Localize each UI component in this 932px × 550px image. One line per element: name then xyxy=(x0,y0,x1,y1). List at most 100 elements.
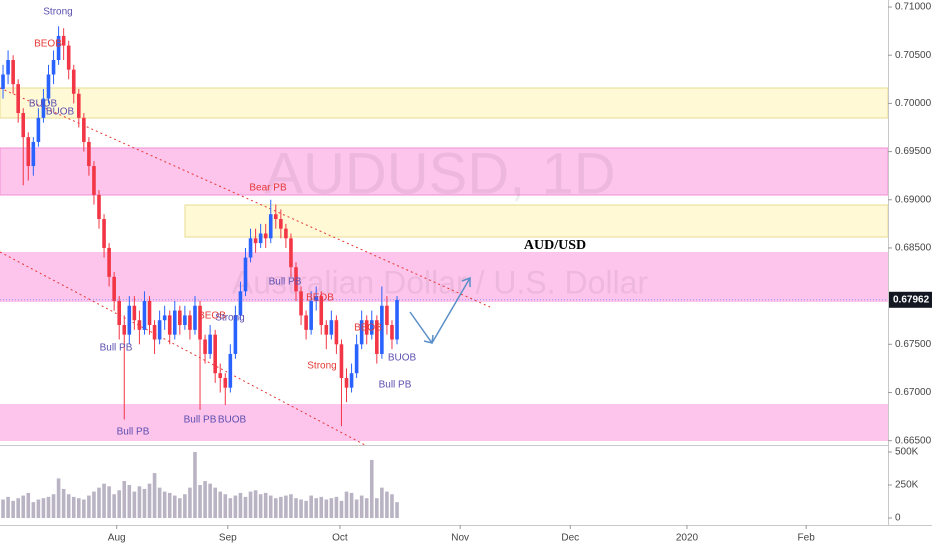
volume-tick-label: 0 xyxy=(895,513,901,524)
candle-body xyxy=(41,98,46,118)
x-tick-label: Feb xyxy=(798,533,816,544)
x-tick-label: Nov xyxy=(451,533,469,544)
candle-body xyxy=(112,276,116,301)
volume-bar xyxy=(279,496,283,518)
volume-bar xyxy=(324,499,329,518)
volume-bar xyxy=(329,498,334,518)
annotation: BUOB xyxy=(218,415,247,426)
candle-body xyxy=(107,247,111,277)
candle-body xyxy=(188,315,192,330)
candle-body xyxy=(294,267,298,292)
volume-bar xyxy=(132,491,137,518)
volume-bar xyxy=(11,500,15,518)
x-tick-label: Sep xyxy=(219,533,237,544)
annotation: Strong xyxy=(215,313,244,324)
annotation: Strong xyxy=(307,361,336,372)
volume-bar xyxy=(334,496,339,518)
candle-body xyxy=(1,74,5,89)
candle-body xyxy=(218,373,223,379)
volume-bar xyxy=(26,492,31,518)
volume-bar xyxy=(87,495,91,518)
volume-bar xyxy=(162,491,167,518)
volume-bar xyxy=(248,491,253,518)
volume-bar xyxy=(142,488,147,518)
candle-body xyxy=(167,315,172,335)
volume-bar xyxy=(238,492,243,518)
candle-body xyxy=(284,228,288,239)
candle-body xyxy=(198,305,202,340)
candle-body xyxy=(238,291,243,316)
candle-body xyxy=(26,137,31,167)
x-tick-label: Aug xyxy=(108,533,126,544)
volume-bar xyxy=(349,492,354,518)
candle-body xyxy=(364,320,369,335)
volume-bar xyxy=(258,494,263,518)
volume-bar xyxy=(71,496,76,518)
candle-body xyxy=(76,93,81,118)
annotation: BEOB xyxy=(354,323,382,334)
zone xyxy=(0,404,888,441)
forecast-arrow xyxy=(409,276,471,345)
candle-body xyxy=(233,315,238,354)
candle-body xyxy=(51,60,56,75)
candle-body xyxy=(223,378,228,388)
candle-body xyxy=(31,141,36,167)
volume-bar xyxy=(51,494,56,518)
volume-bar xyxy=(6,496,10,518)
candle-body xyxy=(21,113,26,138)
volume-bar xyxy=(284,495,288,518)
volume-bar xyxy=(112,494,116,518)
candle-body xyxy=(354,344,359,374)
volume-bar xyxy=(127,484,132,518)
volume-bar xyxy=(233,495,238,518)
volume-bar xyxy=(319,496,324,518)
volume-bar xyxy=(137,486,142,518)
candle-body xyxy=(203,339,207,354)
annotations: Strong BEOB BUOB BUOB Bear PB Bull PB BE… xyxy=(29,7,417,438)
candle-body xyxy=(61,35,66,46)
candle-body xyxy=(172,310,177,335)
candle-body xyxy=(152,325,157,340)
volume-bar xyxy=(273,498,278,518)
candle-body xyxy=(228,353,233,388)
y-tick-label: 0.70500 xyxy=(895,50,932,61)
annotation: Bear PB xyxy=(249,183,287,194)
volume-bar xyxy=(172,495,177,518)
candle-body xyxy=(299,291,303,316)
y-tick-label: 0.67500 xyxy=(895,339,932,350)
candle-body xyxy=(16,84,20,114)
candle-body xyxy=(127,305,132,335)
volume-bar xyxy=(183,494,187,518)
zone xyxy=(0,252,888,302)
volume-bar xyxy=(208,483,212,518)
candle-body xyxy=(395,299,399,340)
candle-body xyxy=(36,117,41,142)
y-tick-label: 0.67000 xyxy=(895,387,932,398)
candle-body xyxy=(178,310,182,326)
candle-body xyxy=(324,325,329,335)
volume-bar xyxy=(304,500,308,518)
candle-body xyxy=(102,219,106,248)
annotation: Bull PB xyxy=(117,427,150,438)
last-price-label: 0.67962 xyxy=(893,294,930,305)
candle-body xyxy=(193,305,197,330)
x-tick-label: Dec xyxy=(561,533,579,544)
annotation: Bull PB xyxy=(379,380,412,391)
candle-body xyxy=(137,320,142,330)
candle-body xyxy=(390,325,394,340)
annotation: Bull PB xyxy=(184,415,217,426)
candle-body xyxy=(359,320,364,345)
candle-body xyxy=(380,305,384,354)
volume-bar xyxy=(223,494,228,518)
volume-bar xyxy=(198,484,202,518)
candle-body xyxy=(71,69,76,94)
volume-bar xyxy=(178,498,182,518)
candle-body xyxy=(97,194,101,220)
volume-bar xyxy=(395,502,399,518)
volume-bar xyxy=(263,492,268,518)
y-tick-label: 0.70000 xyxy=(895,98,932,109)
candle-body xyxy=(162,315,167,321)
volume-bar xyxy=(309,495,313,518)
candle-body xyxy=(339,344,344,379)
